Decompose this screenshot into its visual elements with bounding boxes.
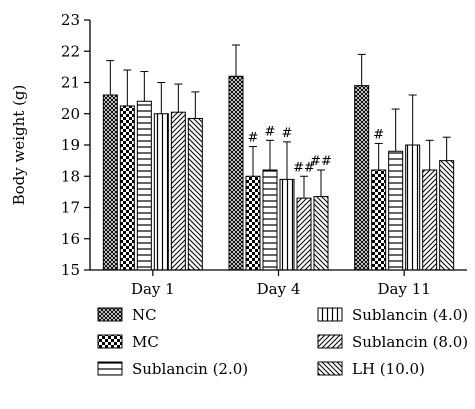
y-tick-label: 18 xyxy=(61,167,80,185)
bar xyxy=(245,175,261,271)
y-tick-label: 22 xyxy=(61,42,80,60)
significance-marker: # xyxy=(248,131,259,146)
legend-label: NC xyxy=(132,306,157,324)
y-axis-title: Body weight (g) xyxy=(10,85,28,206)
bar xyxy=(313,196,329,271)
bar xyxy=(279,178,295,271)
bar xyxy=(187,117,203,271)
legend-swatch xyxy=(97,334,123,349)
bar xyxy=(422,169,438,271)
legend: NC MC Sublancin (2.0) Sublancin (4.0) Sublan… xyxy=(97,306,468,378)
legend-swatch xyxy=(97,307,123,322)
x-tick-label: Day 11 xyxy=(378,280,431,298)
y-axis-ticks: 15 16 17 18 19 20 21 22 23 xyxy=(61,11,90,279)
bar xyxy=(388,150,404,271)
bar xyxy=(102,94,118,271)
x-axis-ticks: Day 1 Day 4 Day 11 xyxy=(131,270,431,298)
legend-swatch xyxy=(97,361,123,376)
bar xyxy=(170,111,186,271)
legend-label: LH (10.0) xyxy=(352,360,425,378)
significance-marker: # xyxy=(265,124,276,139)
bar xyxy=(228,75,244,271)
legend-label: Sublancin (8.0) xyxy=(352,333,468,351)
bar xyxy=(119,105,135,271)
bar xyxy=(153,113,169,271)
y-tick-label: 16 xyxy=(61,230,80,248)
y-tick-label: 20 xyxy=(61,105,80,123)
x-tick-label: Day 4 xyxy=(257,280,301,298)
legend-swatch xyxy=(317,334,343,349)
y-tick-label: 19 xyxy=(61,136,80,154)
y-tick-label: 17 xyxy=(61,199,80,217)
y-tick-label: 21 xyxy=(61,74,80,92)
bar xyxy=(262,169,278,271)
bar xyxy=(439,160,455,271)
significance-marker: ## xyxy=(293,160,315,175)
bar xyxy=(296,197,312,271)
legend-swatch xyxy=(317,307,343,322)
legend-label: Sublancin (2.0) xyxy=(132,360,248,378)
y-tick-label: 23 xyxy=(61,11,80,29)
bar xyxy=(405,144,421,271)
legend-label: MC xyxy=(132,333,159,351)
axes: 15 16 17 18 19 20 21 22 23 Day 1 Day 4 Day 11 Body… xyxy=(10,11,467,298)
bar xyxy=(354,85,370,271)
legend-swatch xyxy=(317,361,343,376)
legend-label: Sublancin (4.0) xyxy=(352,306,468,324)
plot-area: # # ###### xyxy=(102,44,455,271)
significance-marker: ## xyxy=(310,154,332,169)
bar xyxy=(136,100,152,271)
bar xyxy=(371,169,387,271)
y-tick-label: 15 xyxy=(61,261,80,279)
significance-marker: # xyxy=(282,126,293,141)
x-tick-label: Day 1 xyxy=(131,280,175,298)
significance-marker: # xyxy=(373,127,384,142)
